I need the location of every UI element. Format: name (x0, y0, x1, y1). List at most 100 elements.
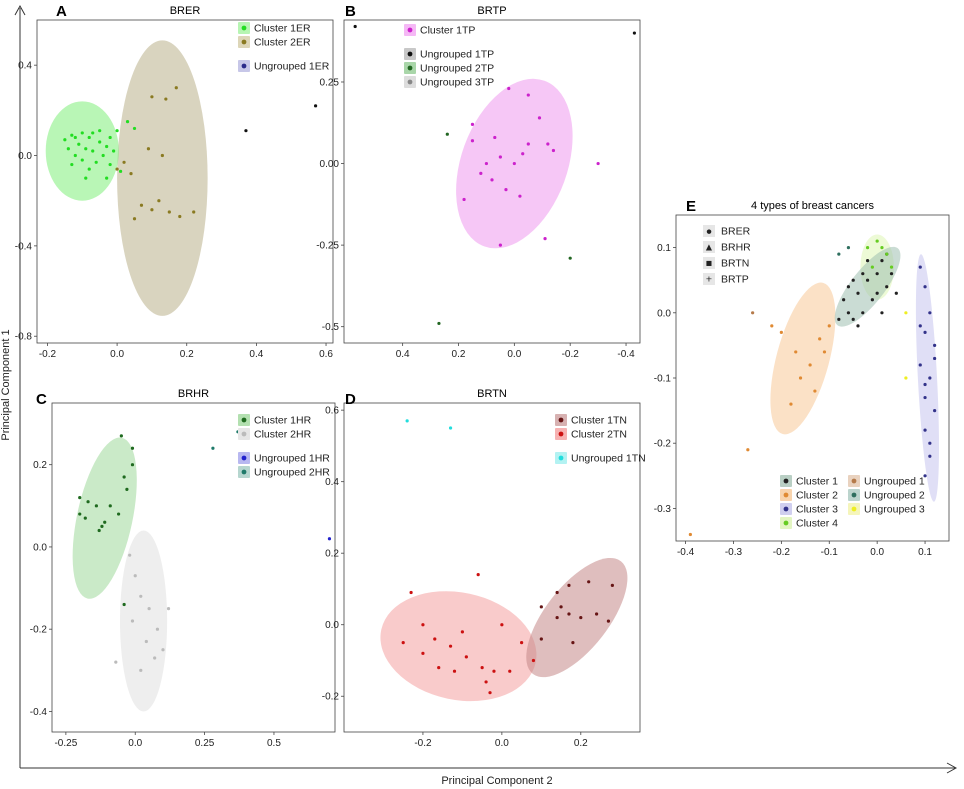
shape-legend-glyph-0: ● (706, 226, 712, 238)
point-A-cluster-1er-8 (87, 135, 91, 140)
xtick-label-C-1: 0.0 (128, 738, 142, 749)
point-A-cluster-2er-14 (160, 153, 164, 158)
point-E-cluster-3-11 (923, 474, 927, 478)
point-A-cluster-1er-17 (105, 176, 109, 180)
point-D-cluster-2tn-1 (421, 623, 425, 627)
e-legend-label-4: Ungrouped 1 (864, 476, 925, 488)
legend-label-D-1: Cluster 2TN (571, 429, 627, 441)
point-A-cluster-1er-12 (94, 160, 98, 164)
point-A-cluster-1er-19 (108, 162, 112, 167)
legend-label-D-2: Ungrouped 1TN (571, 453, 646, 465)
point-A-cluster-2er-4 (129, 171, 133, 176)
point-B-ungrouped-2tp-0 (445, 132, 449, 136)
e-legend-dot-4 (851, 478, 857, 484)
legend-dot-B-0 (407, 27, 413, 33)
point-A-cluster-2er-10 (192, 210, 196, 214)
ytick-label-C-2: -0.2 (30, 625, 48, 636)
point-A-cluster-1er-13 (98, 140, 102, 144)
e-legend-dot-1 (783, 492, 789, 498)
point-E-cluster-1-13 (894, 291, 898, 295)
point-C-cluster-2hr-7 (153, 656, 157, 660)
point-A-cluster-1er-14 (98, 129, 102, 133)
point-D-cluster-1tn-0 (539, 605, 543, 609)
panel-title-C: BRHR (178, 388, 209, 400)
point-A-cluster-1er-11 (91, 131, 95, 135)
point-A-cluster-1er-3 (73, 153, 77, 158)
point-A-cluster-1er-22 (118, 169, 123, 173)
point-A-cluster-2er-3 (115, 167, 119, 171)
point-D-cluster-1tn-2 (567, 583, 571, 587)
ytick-label-D-2: 0.2 (325, 549, 339, 560)
point-A-cluster-1er-16 (105, 144, 109, 149)
point-B-cluster-1tp-18 (543, 236, 547, 241)
point-B-cluster-1tp-13 (479, 171, 483, 175)
ytick-label-C-0: 0.2 (33, 460, 47, 471)
point-B-ungrouped-1tp-0 (353, 24, 357, 29)
point-D-cluster-1tn-9 (606, 619, 611, 623)
point-C-cluster-2hr-5 (130, 619, 135, 623)
point-C-cluster-1hr-11 (83, 516, 87, 520)
point-A-cluster-1er-7 (84, 147, 88, 151)
point-C-cluster-2hr-9 (161, 648, 165, 652)
xtick-label-A-2: 0.2 (180, 349, 194, 360)
panel-letter-C: C (36, 391, 47, 408)
point-E-ungrouped-1-0 (751, 311, 755, 315)
point-A-cluster-2er-5 (139, 203, 144, 207)
point-B-cluster-1tp-0 (507, 86, 511, 91)
point-E-ungrouped-2-1 (846, 246, 851, 250)
point-B-ungrouped-2tp-1 (568, 256, 572, 260)
point-E-cluster-3-5 (918, 363, 922, 367)
point-A-cluster-1er-1 (66, 147, 70, 151)
panel-B: BRTP B 0.4 0.2 0.0 -0.2 -0.4 0.25 0.00 -0.25 -0.5 C… (316, 3, 641, 360)
ellipse-D-cluster-1tn (526, 557, 628, 678)
panel-letter-B: B (345, 3, 356, 20)
point-A-cluster-1er-21 (115, 129, 119, 133)
point-E-cluster-1-5 (880, 259, 884, 263)
point-A-cluster-2er-13 (146, 147, 151, 151)
e-legend-dot-3 (783, 520, 789, 526)
point-B-cluster-1tp-5 (546, 142, 550, 146)
point-D-cluster-2tn-18 (401, 640, 405, 645)
e-legend-label-1: Cluster 2 (796, 490, 838, 502)
point-C-cluster-1hr-2 (130, 463, 135, 467)
point-E-cluster-1-11 (865, 259, 870, 263)
point-A-cluster-1er-5 (80, 131, 84, 135)
legend-dot-C-3 (241, 469, 247, 475)
ellipse-C-cluster-2hr (119, 530, 168, 712)
point-E-cluster-1-2 (875, 272, 879, 276)
legend-label-A-0: Cluster 1ER (254, 23, 311, 35)
point-E-cluster-2-3 (813, 389, 817, 393)
point-E-cluster-1-1 (865, 278, 870, 282)
e-legend-dot-6 (851, 506, 857, 512)
xtick-label-E-2: -0.2 (773, 547, 791, 558)
ytick-label-B-1: 0.00 (320, 159, 340, 170)
point-C-cluster-1hr-1 (130, 446, 135, 450)
e-legend-label-5: Ungrouped 2 (864, 490, 925, 502)
point-C-cluster-1hr-3 (122, 475, 126, 479)
xtick-label-D-1: 0.0 (495, 738, 509, 749)
xtick-label-D-0: -0.2 (414, 738, 432, 749)
point-E-ungrouped-3-1 (904, 376, 908, 380)
e-legend-dot-0 (783, 478, 789, 484)
panel-title-A: BRER (170, 5, 201, 17)
xtick-label-A-3: 0.4 (249, 349, 263, 360)
point-A-cluster-1er-4 (77, 142, 81, 146)
shape-legend-key-0 (703, 225, 715, 237)
xtick-label-B-2: 0.0 (507, 349, 521, 360)
point-D-cluster-1tn-4 (610, 583, 614, 587)
ytick-label-A-3: -0.8 (15, 332, 33, 343)
ellipse-D-cluster-2tn (380, 591, 537, 702)
point-E-cluster-1-8 (842, 298, 846, 302)
point-E-cluster-1-6 (861, 311, 865, 315)
point-A-ungrouped-1er-1 (313, 104, 318, 108)
point-D-cluster-2tn-10 (508, 669, 512, 673)
point-E-cluster-2-6 (770, 324, 774, 328)
e-legend-label-6: Ungrouped 3 (864, 504, 925, 516)
point-A-cluster-2er-11 (132, 217, 137, 221)
point-A-cluster-1er-26 (73, 135, 77, 140)
point-E-cluster-2-10 (688, 532, 692, 537)
point-D-cluster-1tn-5 (559, 605, 563, 609)
point-D-cluster-2tn-3 (448, 644, 453, 648)
ellipse-C-cluster-1hr (72, 437, 137, 599)
point-A-cluster-2er-1 (164, 97, 168, 101)
